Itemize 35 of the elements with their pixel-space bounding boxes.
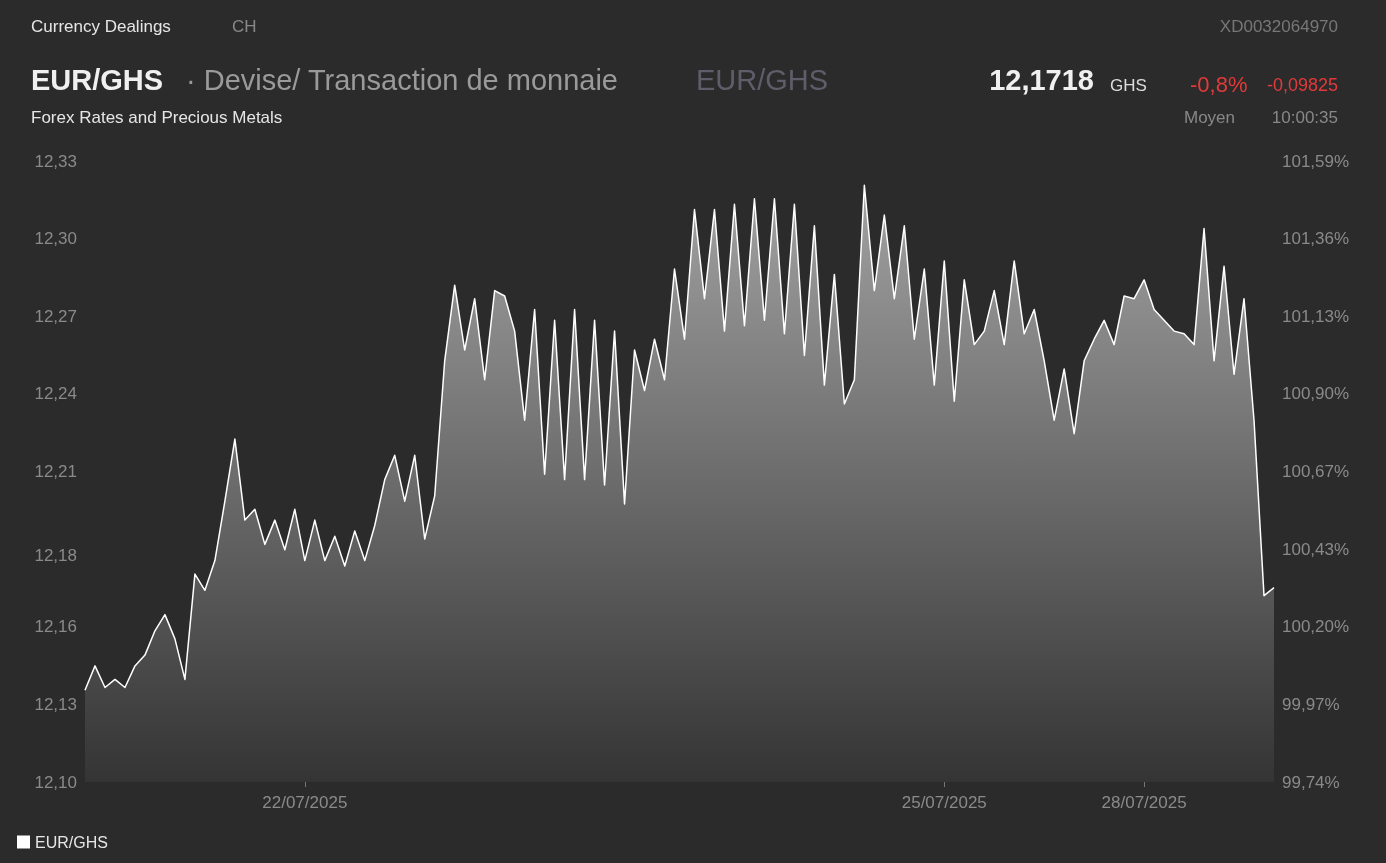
y2-tick-label: 100,67%: [1282, 462, 1350, 481]
text: Currency Dealings: [31, 17, 171, 37]
text: 12,1718: [989, 64, 1094, 97]
x-tick-label: 22/07/2025: [262, 793, 348, 812]
chart-title: EUR/GHS: [31, 64, 164, 97]
y2-tick-label: 100,20%: [1282, 617, 1350, 637]
y-tick-label: 12,30: [34, 229, 77, 249]
y-tick-label: 12,16: [34, 617, 77, 637]
y-tick-label: 12,10: [34, 772, 77, 792]
text: Moyen: [1184, 108, 1236, 128]
x-tick-label: 28/07/2025: [1101, 793, 1187, 812]
text: -0,09825: [1266, 75, 1338, 96]
y2-tick-label: 99,74%: [1282, 772, 1340, 792]
y2-tick-label: 101,36%: [1282, 229, 1350, 249]
y2-tick-label: 100,43%: [1282, 539, 1350, 559]
y-tick-label: 12,13: [34, 694, 77, 714]
legend-label: EUR/GHS: [35, 833, 108, 851]
text: EUR/GHS: [696, 64, 829, 97]
y-tick-label: 12,33: [34, 151, 77, 171]
y-tick-label: 12,21: [34, 462, 77, 481]
text: Forex Rates and Precious Metals: [31, 108, 283, 128]
text: 10:00:35: [1271, 108, 1338, 128]
y2-tick-label: 101,13%: [1282, 306, 1350, 326]
text: XD0032064970: [1219, 17, 1338, 37]
text: GHS: [1110, 76, 1147, 96]
y-tick-label: 12,18: [34, 545, 77, 565]
x-tick-label: 25/07/2025: [901, 793, 987, 812]
y2-tick-label: 101,59%: [1282, 151, 1350, 171]
text: CH: [232, 17, 257, 37]
y-tick-label: 12,27: [34, 306, 77, 326]
chart-subtitle: · Devise/ Transaction de monnaie: [186, 64, 618, 97]
y2-tick-label: 100,90%: [1282, 384, 1350, 404]
text: -0,8%: [1190, 72, 1248, 98]
y-tick-label: 12,24: [34, 384, 77, 404]
y2-tick-label: 99,97%: [1282, 694, 1340, 714]
